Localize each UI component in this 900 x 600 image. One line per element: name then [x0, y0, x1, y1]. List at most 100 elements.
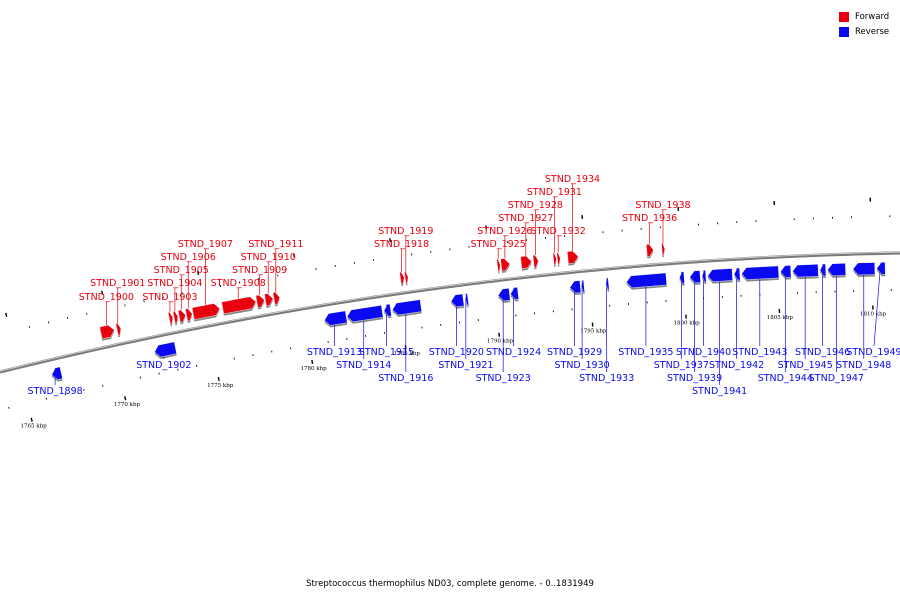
label-stnd-1921: STND_1921 [438, 360, 493, 371]
label-stnd-1942: STND_1942 [709, 360, 764, 371]
label-stnd-1911: STND_1911 [248, 239, 303, 250]
label-stnd-1919: STND_1919 [378, 226, 433, 237]
gene-stnd-1924[interactable] [510, 287, 519, 300]
major-tick [217, 376, 220, 382]
label-stnd-1934: STND_1934 [545, 174, 600, 185]
legend-item-forward: Forward [839, 9, 899, 24]
gene-stnd-1904[interactable] [172, 311, 179, 324]
gene-stnd-1945[interactable] [792, 264, 819, 278]
gene-stnd-1907[interactable] [191, 303, 221, 320]
gene-stnd-1918[interactable] [399, 271, 405, 285]
gene-stnd-1941[interactable] [707, 268, 733, 282]
gene-features [51, 242, 886, 382]
gene-stnd-1911[interactable] [272, 291, 280, 305]
tick-label: 1805 kbp [767, 315, 794, 321]
gene-stnd-1901[interactable] [115, 322, 122, 336]
tick-label: 1765 kbp [21, 424, 48, 430]
gene-stnd-1931[interactable] [552, 252, 557, 266]
major-tick [389, 238, 392, 243]
gene-stnd-1933[interactable] [605, 277, 610, 291]
label-stnd-1920: STND_1920 [429, 347, 484, 358]
tick-label: 1775 kbp [207, 383, 234, 389]
label-stnd-1938: STND_1938 [635, 200, 690, 211]
genome-backbone [0, 251, 900, 374]
gene-stnd-1937[interactable] [679, 271, 685, 284]
major-tick [197, 270, 200, 276]
label-stnd-1903: STND_1903 [142, 292, 197, 303]
legend-item-reverse: Reverse [839, 24, 899, 39]
label-stnd-1949: STND_1949 [846, 347, 900, 358]
gene-stnd-1947[interactable] [827, 263, 846, 276]
tick-label: 1790 kbp [487, 339, 514, 345]
label-stnd-1913: STND_1913 [307, 347, 362, 358]
major-tick [5, 312, 8, 317]
gene-stnd-1926[interactable] [500, 258, 511, 272]
gene-stnd-1921[interactable] [464, 293, 470, 306]
gene-stnd-1935[interactable] [626, 272, 667, 288]
label-stnd-1904: STND_1904 [147, 278, 202, 289]
gene-stnd-1932[interactable] [556, 252, 561, 265]
gene-stnd-1909[interactable] [255, 294, 265, 308]
gene-stnd-1898[interactable] [51, 366, 63, 380]
gene-stnd-1914[interactable] [346, 305, 384, 323]
gene-stnd-1938[interactable] [661, 242, 666, 256]
gene-stnd-1908[interactable] [221, 296, 257, 315]
label-stnd-1915: STND_1915 [359, 347, 414, 358]
gene-stnd-1915[interactable] [383, 303, 392, 317]
legend: Forward Reverse [839, 9, 899, 39]
gene-stnd-1940[interactable] [701, 269, 707, 283]
gene-stnd-1946[interactable] [819, 263, 827, 277]
gene-stnd-1942[interactable] [733, 267, 741, 281]
label-stnd-1945: STND_1945 [778, 360, 833, 371]
gene-stnd-1927[interactable] [520, 255, 532, 269]
legend-swatch-forward [839, 11, 849, 22]
gene-stnd-1903[interactable] [168, 312, 174, 325]
label-stnd-1944: STND_1944 [758, 373, 813, 384]
gene-stnd-1916[interactable] [392, 299, 422, 316]
gene-stnd-1906[interactable] [185, 308, 193, 322]
gene-stnd-1923[interactable] [497, 287, 511, 302]
gene-stnd-1910[interactable] [264, 293, 274, 307]
label-stnd-1941: STND_1941 [692, 386, 747, 397]
label-stnd-1907: STND_1907 [178, 239, 233, 250]
gene-stnd-1913[interactable] [324, 310, 348, 326]
gene-stnd-1930[interactable] [581, 279, 585, 293]
gene-stnd-1943[interactable] [741, 265, 780, 280]
gene-stnd-1925[interactable] [496, 259, 501, 272]
backbone-highlight [0, 251, 900, 372]
label-stnd-1914: STND_1914 [336, 360, 391, 371]
tick-marks: 1765 kbp 1770 kbp 1775 kbp 1780 kbp 1785 kbp… [5, 197, 892, 430]
major-tick [311, 359, 314, 365]
gene-stnd-1920[interactable] [450, 293, 465, 308]
gene-stnd-1919[interactable] [404, 271, 409, 284]
gene-stnd-1928[interactable] [532, 254, 539, 268]
major-tick [101, 290, 104, 295]
backbone-line [0, 251, 900, 374]
tick-label: 1770 kbp [114, 402, 141, 408]
label-stnd-1926: STND_1926 [477, 226, 532, 237]
gene-stnd-1948[interactable] [852, 262, 876, 276]
gene-stnd-1902[interactable] [154, 341, 177, 358]
label-stnd-1900: STND_1900 [79, 292, 134, 303]
tick-label: 1780 kbp [300, 366, 327, 372]
gene-stnd-1944[interactable] [780, 265, 792, 278]
label-stnd-1930: STND_1930 [554, 360, 609, 371]
gene-stnd-1936[interactable] [646, 244, 654, 257]
gene-stnd-1939[interactable] [689, 270, 701, 284]
gene-stnd-1905[interactable] [177, 309, 186, 323]
label-stnd-1901: STND_1901 [90, 278, 145, 289]
label-stnd-1905: STND_1905 [154, 265, 209, 276]
gene-stnd-1929[interactable] [569, 280, 582, 294]
label-stnd-1924: STND_1924 [486, 347, 541, 358]
label-stnd-1925: STND_1925 [471, 239, 526, 250]
gene-stnd-1934[interactable] [567, 250, 579, 264]
genome-caption: Streptococcus thermophilus ND03, complet… [306, 579, 594, 589]
label-stnd-1940: STND_1940 [676, 347, 731, 358]
major-tick [293, 253, 296, 258]
gene-stnd-1949[interactable] [876, 262, 886, 275]
leader-stnd-1949 [873, 262, 882, 347]
gene-stnd-1900[interactable] [99, 325, 115, 340]
label-stnd-1918: STND_1918 [374, 239, 429, 250]
gene-labels: STND_1900 STND_1901 STND_1903 STND_1904 STND… [28, 174, 900, 397]
